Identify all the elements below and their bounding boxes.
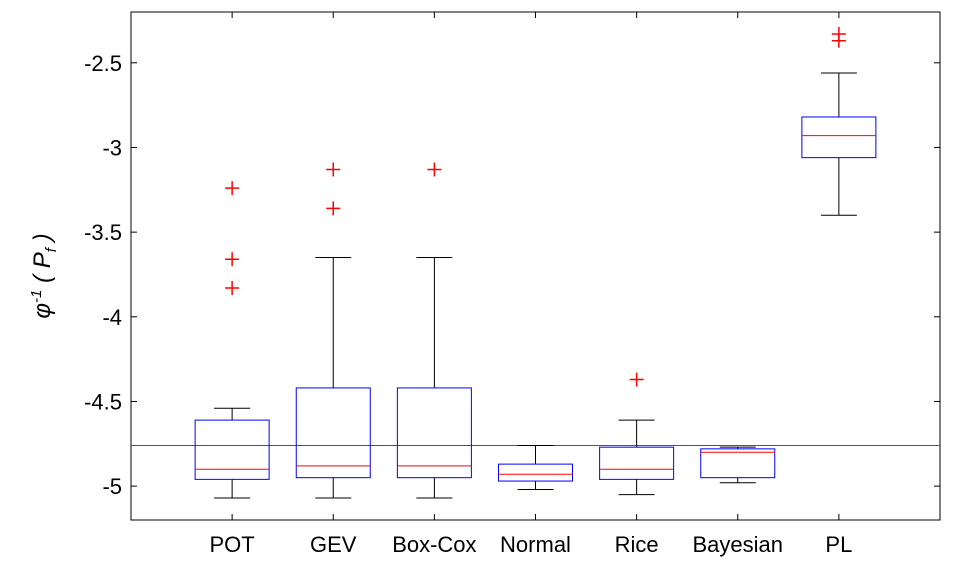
- box-bayesian: [700, 448, 776, 479]
- x-tick-label: PL: [825, 532, 852, 557]
- x-tick-label: Rice: [615, 532, 659, 557]
- y-tick-label: -4: [102, 305, 122, 330]
- outlier-gev: [326, 162, 341, 177]
- outlier-box-cox: [427, 162, 442, 177]
- box-rice: [599, 446, 675, 480]
- box-pl: [801, 116, 877, 159]
- outlier-gev: [326, 201, 341, 216]
- x-tick-label: Bayesian: [692, 532, 783, 557]
- y-tick-label: -5: [102, 474, 122, 499]
- box-normal: [498, 463, 573, 482]
- plot-frame: [130, 11, 941, 521]
- x-tick-label: Box-Cox: [392, 532, 476, 557]
- y-tick-label: -3: [102, 135, 122, 160]
- y-tick-label: -3.5: [84, 220, 122, 245]
- x-tick-label: GEV: [310, 532, 357, 557]
- outlier-pl: [831, 33, 846, 48]
- box-pot: [194, 419, 270, 480]
- x-tick-label: Normal: [500, 532, 571, 557]
- outlier-pot: [225, 181, 240, 196]
- outlier-rice: [629, 372, 644, 387]
- outlier-pot: [225, 252, 240, 267]
- y-tick-label: -2.5: [84, 51, 122, 76]
- box-box-cox: [396, 387, 472, 479]
- x-tick-label: POT: [210, 532, 255, 557]
- box-gev: [295, 387, 371, 479]
- outlier-pot: [225, 281, 240, 296]
- y-axis-label: φ-1 ( Pf ): [28, 233, 60, 318]
- y-tick-label: -4.5: [84, 389, 122, 414]
